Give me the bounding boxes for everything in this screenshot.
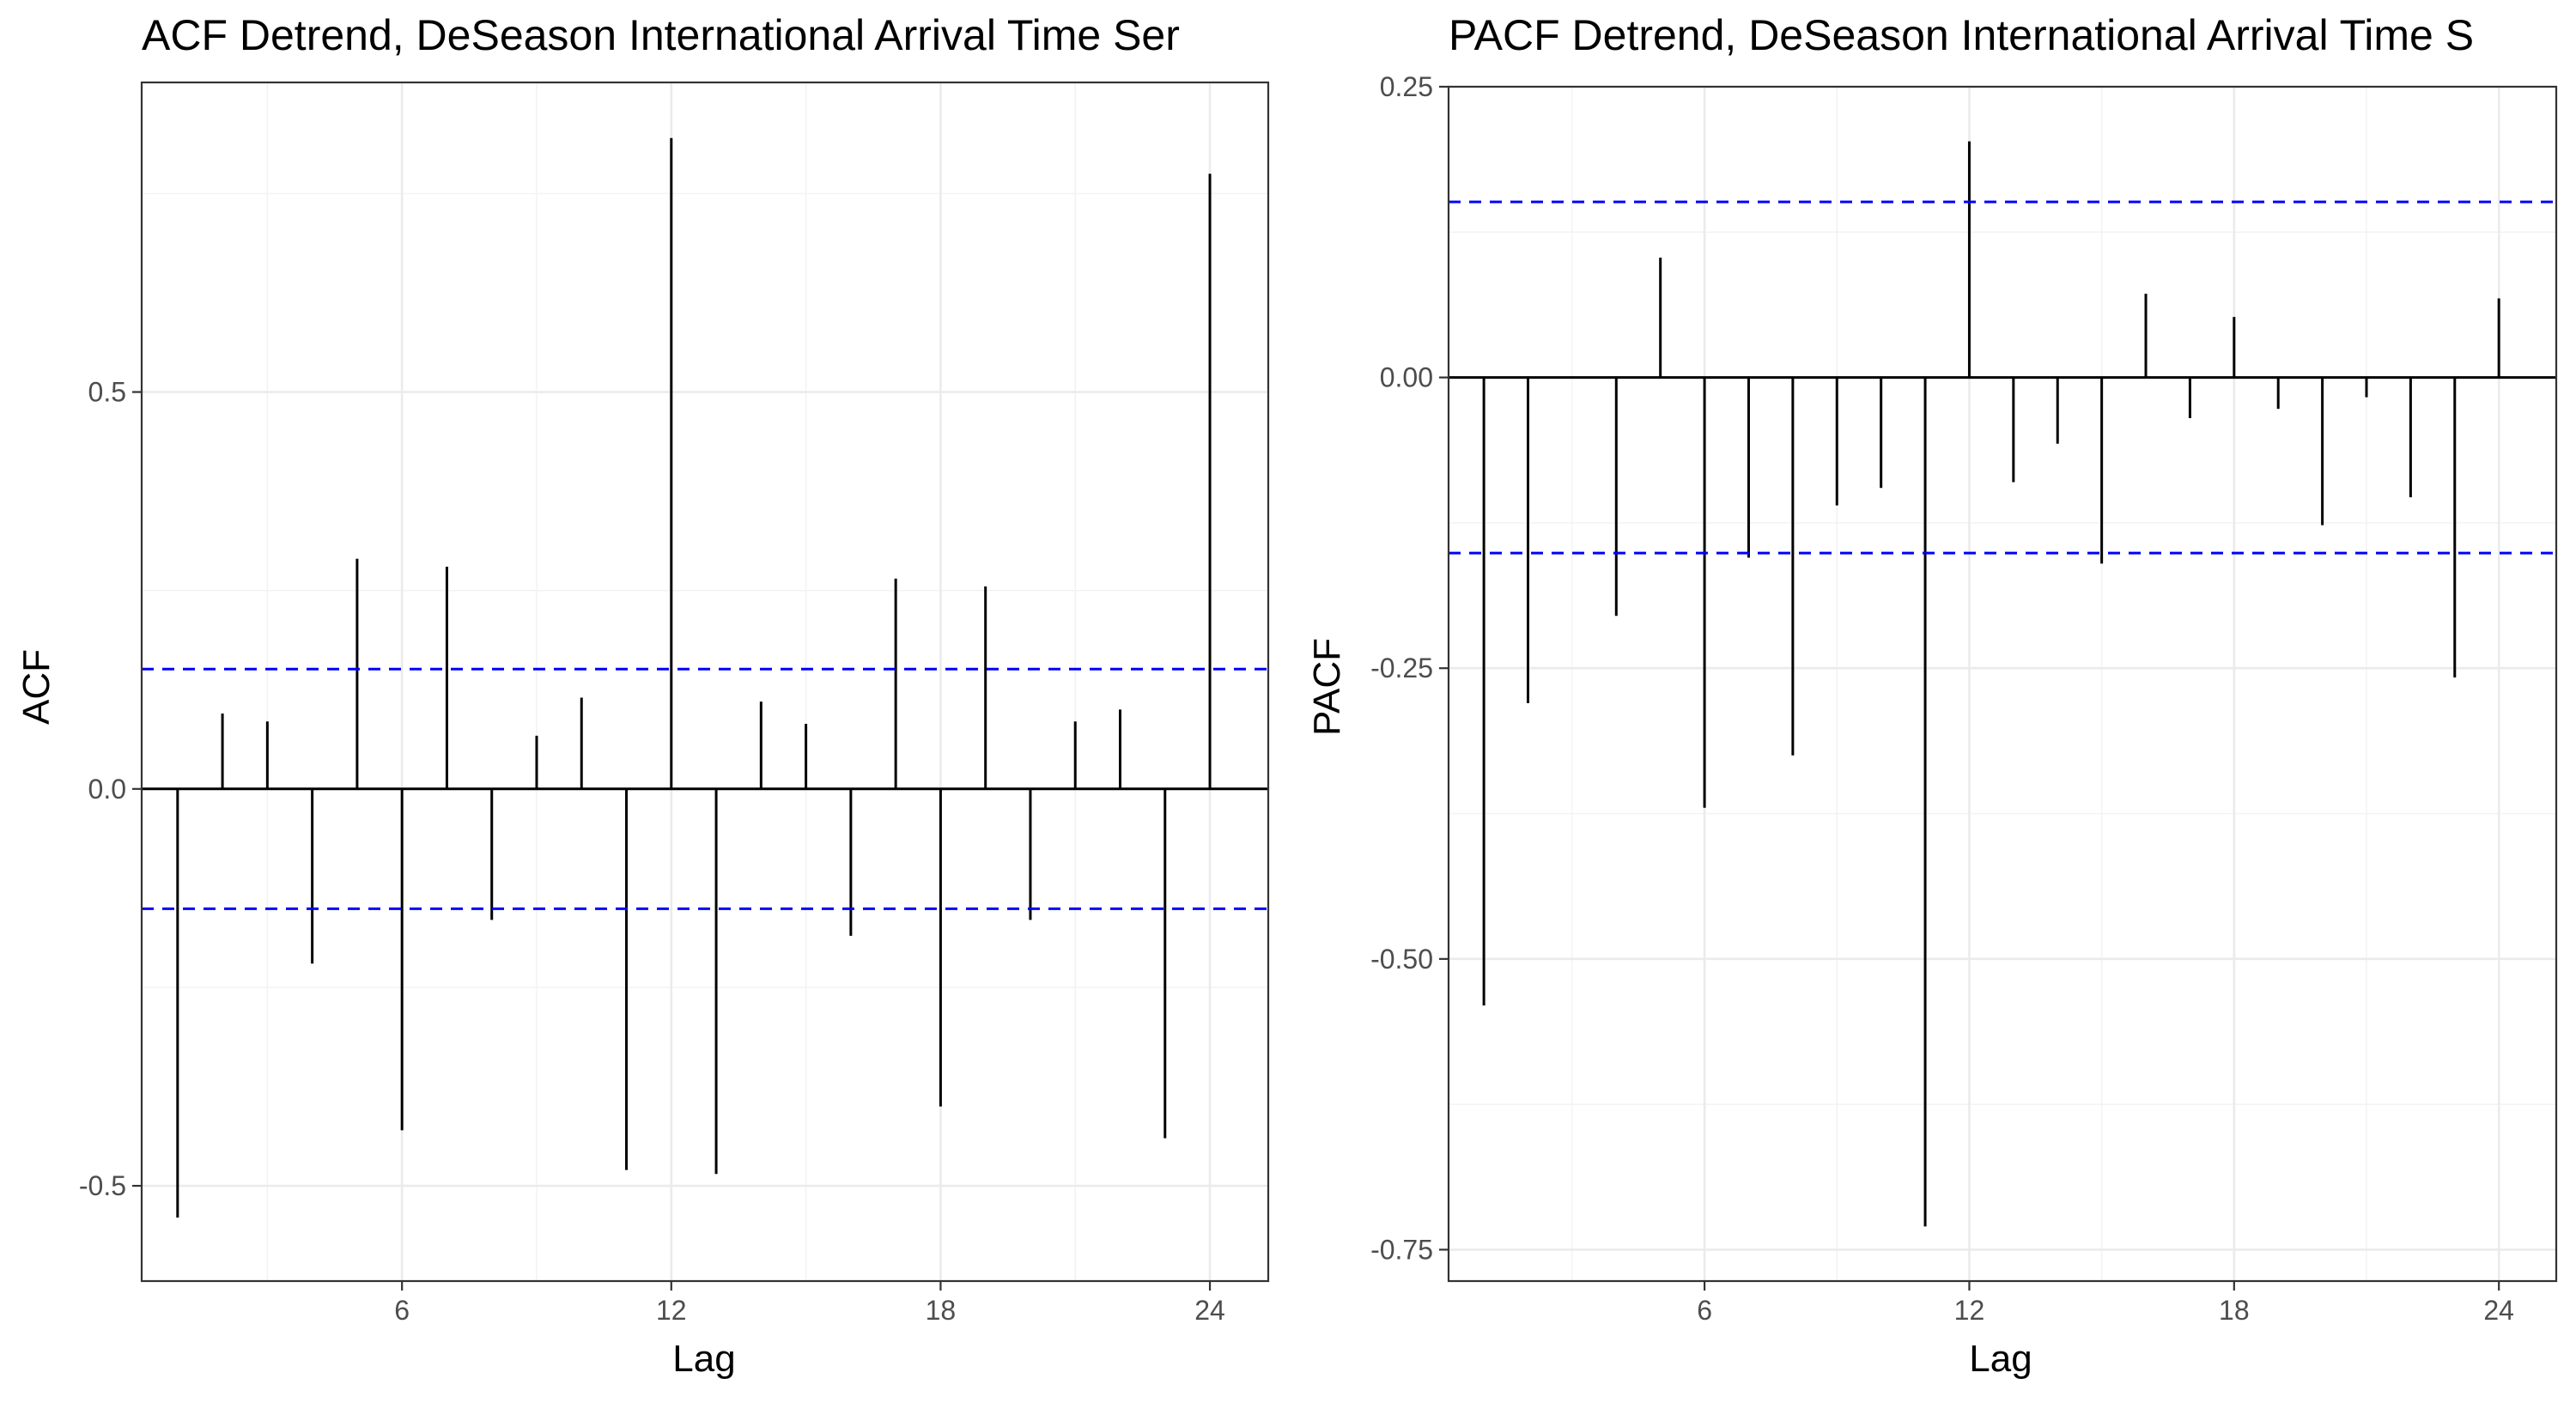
acf-plot-area: 6 12 18 24 -0.5 0.0 0.5 [79,81,1270,1326]
pacf-x-tick-label: 24 [2483,1295,2514,1326]
pacf-y-tick-label: -0.75 [1370,1234,1433,1265]
acf-panel-border [140,81,1270,1283]
pacf-x-axis-title: Lag [1969,1338,2032,1380]
pacf-plot-area: 6 12 18 24 -0.75 -0.50 -0.25 0.00 0.25 [1370,71,2558,1326]
pacf-y-axis-title: PACF [1306,638,1348,736]
acf-y-tick-label: -0.5 [79,1170,126,1201]
pacf-x-tick-label: 12 [1954,1295,1985,1326]
acf-x-tick-label: 12 [656,1295,687,1326]
pacf-chart-title: PACF Detrend, DeSeason International Arr… [1449,11,2474,59]
acf-panel: ACF Detrend, DeSeason International Arri… [15,11,1270,1380]
pacf-y-tick-label: 0.25 [1380,71,1433,102]
acf-x-axis-title: Lag [672,1338,735,1380]
pacf-y-tick-label: -0.50 [1370,944,1433,975]
acf-chart-title: ACF Detrend, DeSeason International Arri… [142,11,1180,59]
acf-x-tick-label: 18 [926,1295,957,1326]
pacf-x-tick-label: 18 [2219,1295,2250,1326]
pacf-x-tick-label: 6 [1697,1295,1712,1326]
pacf-y-tick-label: -0.25 [1370,653,1433,683]
acf-y-tick-label: 0.5 [88,377,126,408]
acf-y-tick-label: 0.0 [88,774,126,805]
pacf-y-tick-label: 0.00 [1380,362,1433,393]
acf-y-axis-title: ACF [15,649,58,725]
pacf-panel: PACF Detrend, DeSeason International Arr… [1306,11,2558,1380]
pacf-panel-border [1447,85,2558,1283]
acf-x-tick-label: 6 [394,1295,410,1326]
acf-x-tick-label: 24 [1194,1295,1225,1326]
